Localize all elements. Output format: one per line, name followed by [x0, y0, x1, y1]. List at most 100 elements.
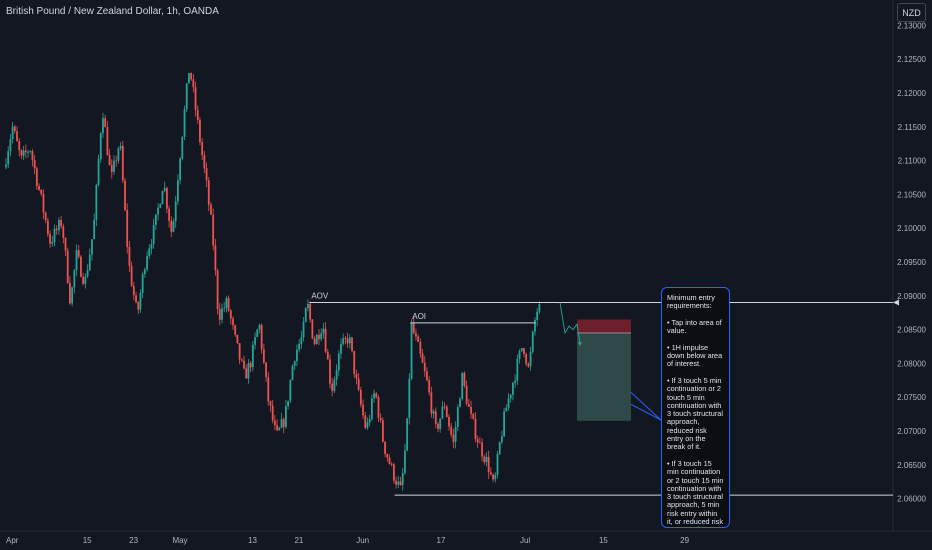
candle-body — [99, 133, 102, 160]
candle-body — [135, 295, 137, 303]
candle-body — [29, 151, 32, 152]
candle-body — [148, 248, 151, 257]
candle-body — [27, 151, 29, 153]
candle-body — [329, 359, 331, 384]
candle-body — [437, 423, 439, 429]
x-tick-label: 13 — [248, 536, 257, 545]
candle-body — [390, 463, 393, 465]
candle-body — [5, 164, 7, 168]
x-tick-label: 17 — [437, 536, 446, 545]
candle-body — [113, 160, 115, 172]
callout-pointer — [630, 392, 662, 421]
candle-body — [441, 406, 444, 419]
candle-body — [205, 168, 208, 181]
candle-body — [531, 331, 534, 352]
candle-body — [386, 453, 389, 458]
candle-body — [525, 354, 528, 364]
candle-body — [393, 464, 395, 481]
candle-body — [139, 293, 142, 310]
candle-body — [88, 254, 91, 271]
candle-body — [232, 318, 234, 326]
candle-body — [476, 439, 479, 443]
candle-body — [267, 377, 270, 402]
candle-body — [157, 207, 159, 215]
y-tick-label: 2.06000 — [897, 495, 926, 504]
candle-body — [260, 325, 263, 350]
candle-body — [22, 150, 25, 156]
candle-body — [185, 83, 188, 110]
candle-body — [60, 219, 62, 227]
candle-body — [273, 420, 276, 426]
candle-body — [154, 214, 157, 225]
candle-body — [452, 434, 455, 442]
candle-body — [309, 303, 312, 320]
candle-body — [419, 341, 422, 354]
candle-body — [494, 474, 497, 480]
candle-body — [401, 472, 404, 485]
candle-body — [423, 362, 426, 372]
currency-button[interactable]: NZD — [897, 3, 926, 22]
candle-body — [485, 456, 488, 462]
candle-body — [408, 378, 411, 419]
candle-body — [82, 276, 85, 284]
candle-body — [520, 348, 523, 352]
candle-body — [221, 308, 223, 320]
candle-body — [282, 419, 285, 427]
candle-body — [516, 358, 519, 381]
note-box: Minimum entry requirements: • Tap into a… — [661, 287, 730, 528]
candle-body — [194, 87, 197, 110]
candle-body — [276, 425, 278, 431]
candle-body — [364, 415, 367, 428]
candle-body — [265, 362, 267, 378]
candle-body — [373, 393, 375, 399]
candle-body — [298, 344, 301, 350]
candle-body — [227, 298, 230, 311]
candle-body — [102, 118, 104, 134]
candle-body — [93, 219, 96, 240]
candle-body — [483, 456, 486, 462]
candle-body — [35, 168, 38, 187]
candle-body — [9, 139, 12, 152]
candle-body — [366, 422, 369, 428]
candle-body — [124, 180, 126, 210]
candle-body — [509, 394, 512, 399]
candle-body — [406, 418, 409, 451]
candle-body — [106, 127, 109, 155]
candle-body — [448, 416, 450, 427]
candle-body — [69, 282, 71, 304]
candle-body — [322, 328, 325, 334]
candle-body — [426, 371, 428, 381]
y-tick-label: 2.10500 — [897, 190, 926, 199]
y-tick-label: 2.07000 — [897, 427, 926, 436]
candle-body — [536, 311, 539, 320]
candle-body — [445, 406, 448, 417]
y-tick-label: 2.08500 — [897, 326, 926, 335]
candle-body — [538, 304, 541, 312]
candle-body — [42, 193, 45, 213]
candle-body — [271, 405, 274, 421]
candle-body — [168, 208, 170, 221]
candle-body — [243, 360, 245, 369]
x-tick-label: May — [172, 536, 187, 545]
candle-body — [46, 220, 49, 235]
candle-body — [353, 350, 356, 375]
candle-body — [326, 351, 329, 360]
candle-body — [126, 209, 129, 247]
x-tick-label: 21 — [294, 536, 303, 545]
candle-body — [291, 365, 294, 381]
candle-body — [269, 401, 272, 406]
candle-body — [24, 150, 27, 153]
candle-body — [359, 389, 362, 405]
candle-body — [251, 344, 254, 368]
candle-body — [489, 472, 492, 475]
candle-body — [33, 160, 36, 169]
candle-body — [320, 333, 323, 340]
projection-arrow — [578, 342, 582, 347]
candle-body — [463, 372, 466, 386]
candle-body — [474, 418, 477, 440]
candle-body — [296, 349, 298, 362]
candle-body — [66, 250, 69, 283]
candle-body — [289, 380, 292, 401]
candle-body — [313, 338, 316, 345]
